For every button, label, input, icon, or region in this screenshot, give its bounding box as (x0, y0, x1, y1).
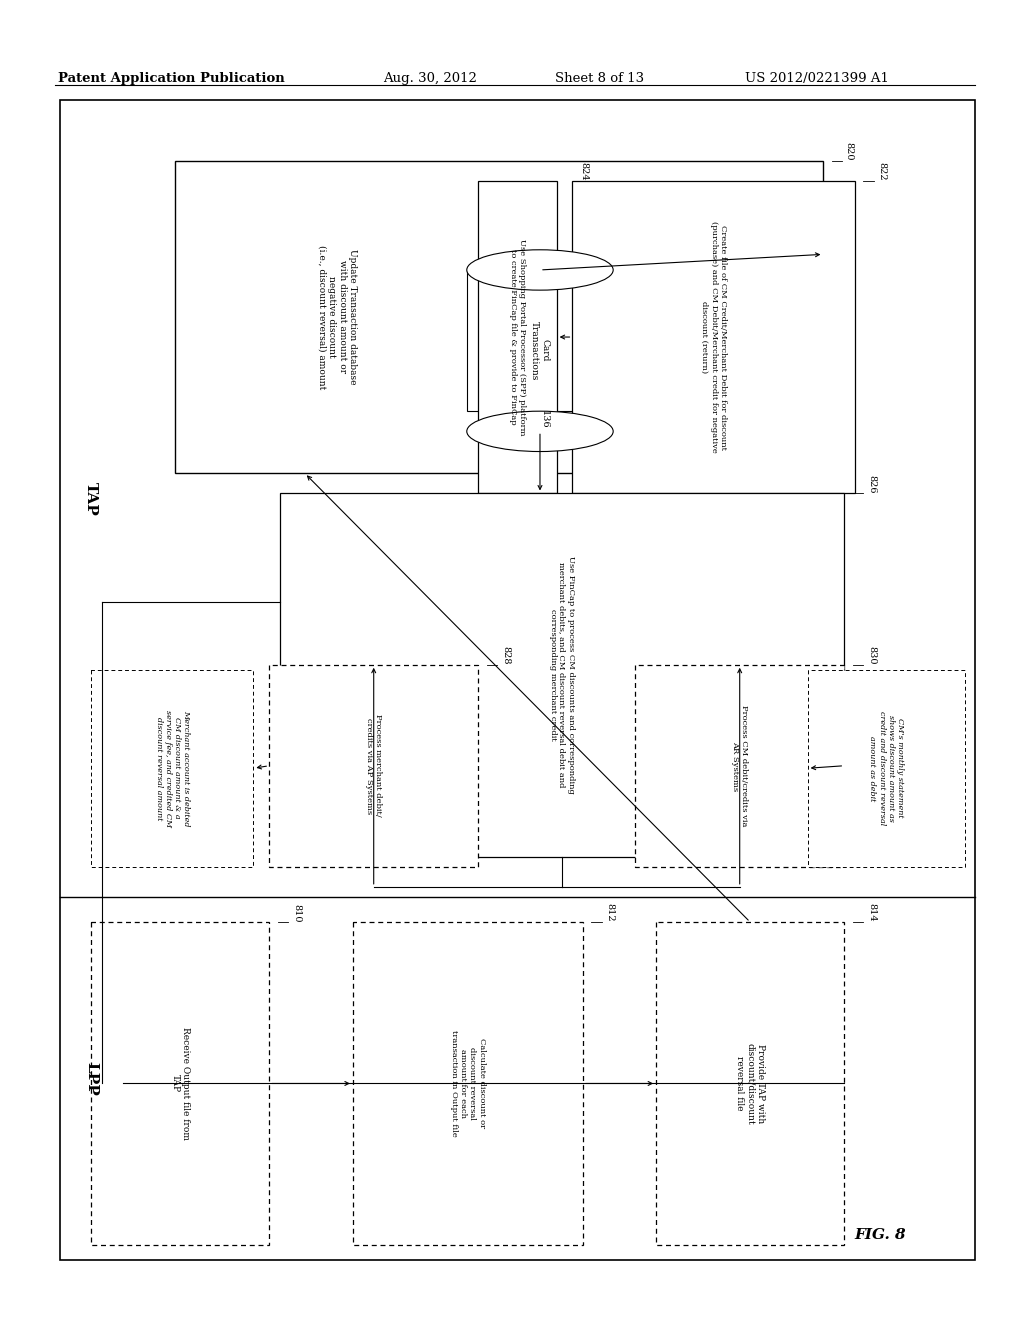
Text: FIG. 8: FIG. 8 (854, 1228, 906, 1242)
Polygon shape (478, 181, 557, 494)
Polygon shape (353, 923, 583, 1245)
Text: 826: 826 (867, 475, 877, 494)
Text: 824: 824 (580, 162, 589, 181)
Polygon shape (175, 161, 823, 473)
Ellipse shape (467, 249, 613, 290)
Text: 830: 830 (867, 647, 877, 665)
Text: 820: 820 (844, 143, 853, 161)
Ellipse shape (467, 412, 613, 451)
Text: Sheet 8 of 13: Sheet 8 of 13 (555, 73, 644, 84)
Text: Provide TAP with
discount/discount
reversal file: Provide TAP with discount/discount rever… (735, 1043, 765, 1125)
Polygon shape (572, 181, 855, 494)
Text: Patent Application Publication: Patent Application Publication (58, 73, 285, 84)
Text: Use Shopping Portal Processor (SPP) platform
to create FinCap file & provide to : Use Shopping Portal Processor (SPP) plat… (509, 239, 526, 436)
Text: 810: 810 (292, 904, 301, 923)
Text: Merchant account is debited
CM discount amount & a
service fee, and credited CM
: Merchant account is debited CM discount … (155, 710, 190, 826)
Polygon shape (808, 671, 965, 867)
Polygon shape (91, 671, 254, 867)
Bar (467, 271, 613, 412)
Polygon shape (635, 665, 844, 867)
Text: Aug. 30, 2012: Aug. 30, 2012 (383, 73, 477, 84)
Text: CM's monthly statement
shows discount amount as
credit and discount reversal
amo: CM's monthly statement shows discount am… (868, 711, 904, 825)
Text: 812: 812 (606, 903, 614, 923)
Text: 822: 822 (878, 162, 887, 181)
Text: Card
Transactions: Card Transactions (530, 321, 550, 380)
Text: US 2012/0221399 A1: US 2012/0221399 A1 (745, 73, 889, 84)
Text: 136: 136 (540, 409, 549, 429)
Text: Process merchant debit/
credits via AP Systems: Process merchant debit/ credits via AP S… (366, 714, 382, 817)
Polygon shape (280, 494, 844, 857)
Polygon shape (269, 665, 478, 867)
Text: 814: 814 (867, 903, 877, 923)
Text: Use FinCap to process CM discounts and corresponding
merchant debits, and CM dis: Use FinCap to process CM discounts and c… (549, 556, 575, 793)
Text: Receive Output file from
TAP: Receive Output file from TAP (171, 1027, 190, 1140)
Polygon shape (91, 923, 269, 1245)
Text: Calculate discount or
discount reversal
amount for each
transaction in Output fi: Calculate discount or discount reversal … (450, 1030, 485, 1137)
Polygon shape (656, 923, 844, 1245)
Text: LPP: LPP (84, 1061, 98, 1096)
Text: 828: 828 (502, 647, 510, 665)
Text: TAP: TAP (84, 482, 98, 515)
Text: Create file of CM Credit/Merchant Debit for discount
(purchase) and CM Debit/Mer: Create file of CM Credit/Merchant Debit … (700, 222, 727, 453)
Text: Process CM debit/credits via
AR Systems: Process CM debit/credits via AR Systems (731, 705, 749, 826)
Polygon shape (60, 100, 975, 1261)
Text: Update Transaction database
with discount amount or
negative discount
(i.e., dis: Update Transaction database with discoun… (317, 244, 357, 389)
